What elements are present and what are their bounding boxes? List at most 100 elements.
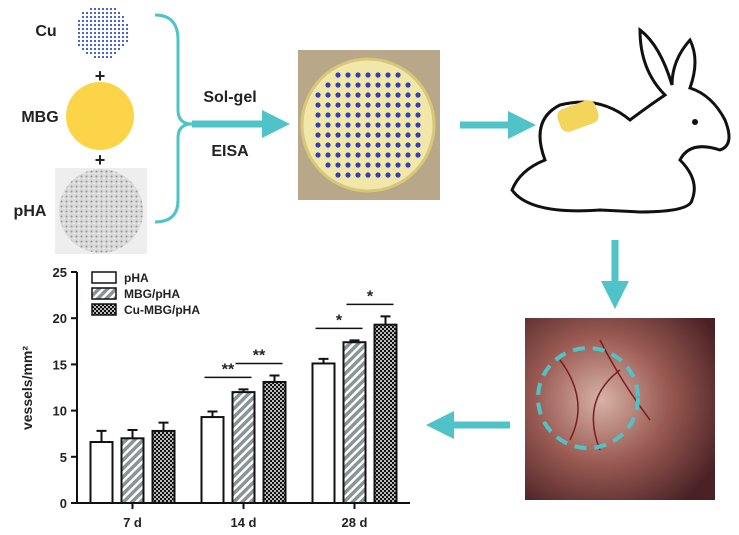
dot — [315, 102, 321, 108]
dot — [345, 102, 351, 108]
implant — [557, 100, 599, 132]
dot — [355, 142, 361, 148]
dot — [365, 92, 371, 98]
bar — [342, 341, 367, 504]
dot — [325, 162, 331, 168]
dot — [315, 92, 321, 98]
dot — [93, 55, 97, 59]
dot — [121, 31, 125, 35]
dot — [77, 19, 81, 23]
dot — [335, 142, 341, 148]
dot — [85, 51, 89, 55]
dot — [385, 132, 391, 138]
dot — [415, 142, 421, 148]
dot — [113, 47, 117, 51]
y-tick-label: 20 — [53, 311, 67, 326]
bar — [311, 362, 336, 505]
dot — [405, 142, 411, 148]
dot — [345, 142, 351, 148]
dot — [85, 11, 89, 15]
bar — [120, 437, 145, 505]
significance-label: * — [336, 312, 343, 329]
dot — [101, 19, 105, 23]
dot — [335, 122, 341, 128]
bar — [200, 416, 225, 504]
dot — [375, 112, 381, 118]
dot — [385, 82, 391, 88]
dot — [81, 35, 85, 39]
dot — [375, 172, 381, 178]
dot — [85, 15, 89, 19]
dot — [365, 152, 371, 158]
dot — [109, 35, 113, 39]
dot — [113, 19, 117, 23]
dot — [415, 102, 421, 108]
dot — [93, 31, 97, 35]
dot — [113, 35, 117, 39]
dot — [85, 43, 89, 47]
dot — [97, 31, 101, 35]
dot — [89, 19, 93, 23]
dot — [109, 47, 113, 51]
dot — [97, 35, 101, 39]
dot — [105, 23, 109, 27]
dot — [345, 72, 351, 78]
dot — [77, 31, 81, 35]
dot — [85, 47, 89, 51]
dot — [109, 43, 113, 47]
dot — [109, 55, 113, 59]
dot — [117, 11, 121, 15]
y-tick-label: 0 — [60, 496, 67, 511]
dot — [375, 142, 381, 148]
dot — [385, 92, 391, 98]
dot — [113, 43, 117, 47]
dot — [415, 112, 421, 118]
dot — [121, 19, 125, 23]
dot — [385, 142, 391, 148]
dot — [365, 112, 371, 118]
dot — [113, 11, 117, 15]
dot — [405, 102, 411, 108]
dot — [395, 142, 401, 148]
dot — [395, 172, 401, 178]
error-bar — [96, 429, 107, 443]
dot — [345, 132, 351, 138]
dot — [97, 11, 101, 15]
dot — [117, 35, 121, 39]
dot — [97, 19, 101, 23]
y-axis-label: vessels/mm² — [19, 346, 35, 430]
dot — [415, 132, 421, 138]
dot — [97, 39, 101, 43]
dot — [335, 82, 341, 88]
dot — [375, 132, 381, 138]
dot — [385, 102, 391, 108]
bar — [373, 323, 398, 504]
error-bar — [238, 388, 249, 393]
mbg-disc — [66, 82, 134, 150]
dot — [117, 15, 121, 19]
dot — [77, 27, 81, 31]
dot — [109, 19, 113, 23]
dot — [395, 92, 401, 98]
dot — [335, 72, 341, 78]
dot — [89, 39, 93, 43]
dot — [315, 112, 321, 118]
eisa-label: EISA — [211, 143, 249, 160]
error-bar — [127, 429, 138, 439]
dot — [395, 162, 401, 168]
dot — [77, 35, 81, 39]
dot — [365, 82, 371, 88]
dot — [109, 11, 113, 15]
dot — [117, 31, 121, 35]
dot — [315, 142, 321, 148]
dot — [335, 132, 341, 138]
dot — [385, 112, 391, 118]
dot — [93, 43, 97, 47]
legend-swatch — [91, 287, 117, 300]
dot — [395, 152, 401, 158]
dot — [365, 122, 371, 128]
dot — [345, 92, 351, 98]
dot — [355, 122, 361, 128]
dot — [335, 162, 341, 168]
